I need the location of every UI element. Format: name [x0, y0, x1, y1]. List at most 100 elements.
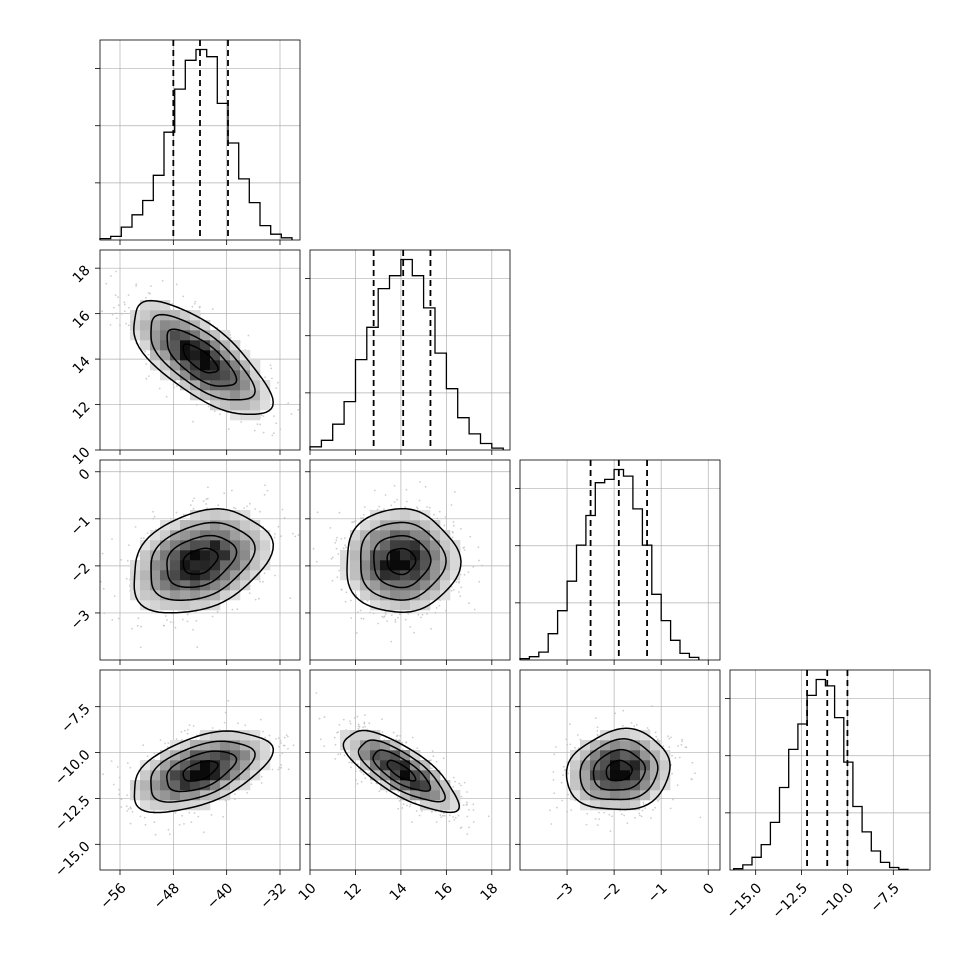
density-block — [160, 560, 171, 571]
density-block — [420, 540, 431, 551]
contour-line — [133, 299, 274, 416]
scatter-point — [381, 731, 384, 733]
scatter-point — [360, 617, 363, 620]
density-block — [220, 540, 231, 551]
density-block — [230, 580, 241, 591]
scatter-point — [480, 564, 483, 567]
density-block — [380, 600, 391, 611]
scatter-point — [350, 766, 352, 769]
scatter-point — [152, 510, 155, 513]
density-block — [260, 390, 271, 401]
density-block — [450, 570, 461, 581]
density-block — [190, 760, 201, 771]
density-block — [190, 740, 201, 751]
scatter-point — [180, 730, 183, 733]
scatter-point — [127, 808, 130, 810]
scatter-point — [438, 510, 441, 513]
contour-line — [386, 547, 417, 576]
scatter-point — [117, 304, 120, 307]
density-block — [170, 370, 181, 381]
density-block — [160, 760, 171, 771]
scatter-point — [125, 805, 128, 807]
scatter-point — [164, 742, 166, 745]
density-block — [370, 590, 381, 601]
density-block — [140, 340, 151, 351]
density-block — [350, 570, 361, 581]
scatter-point — [381, 718, 383, 720]
scatter-point — [362, 517, 364, 519]
scatter-point — [357, 727, 360, 730]
scatter-point — [440, 816, 443, 818]
density-block — [240, 530, 251, 541]
density-block — [450, 550, 461, 561]
scatter-point — [453, 819, 456, 821]
density-block — [390, 520, 401, 531]
scatter-point — [416, 507, 419, 510]
scatter-point — [259, 580, 261, 583]
density-block — [200, 740, 211, 751]
scatter-point — [363, 514, 365, 516]
scatter-point — [443, 814, 446, 817]
scatter-point — [110, 760, 113, 762]
density-block — [250, 760, 261, 771]
density-block — [350, 580, 361, 591]
scatter-point — [115, 270, 117, 273]
density-block — [200, 320, 211, 331]
density-block — [170, 540, 181, 551]
scatter-point — [396, 498, 398, 501]
density-block — [180, 740, 191, 751]
density-block — [360, 590, 371, 601]
density-block — [240, 410, 251, 421]
scatter-point — [418, 814, 421, 817]
scatter-point — [227, 699, 230, 702]
density-block — [230, 520, 241, 531]
scatter-point — [246, 505, 248, 508]
scatter-point — [243, 507, 246, 509]
density-block — [180, 520, 191, 531]
scatter-point — [370, 782, 373, 784]
scatter-point — [260, 775, 263, 778]
scatter-point — [340, 589, 343, 591]
scatter-point — [192, 725, 195, 727]
density-block — [240, 390, 251, 401]
scatter-point — [442, 812, 445, 815]
scatter-point — [205, 498, 208, 500]
density-block — [430, 570, 441, 581]
scatter-point — [172, 621, 175, 623]
scatter-point — [448, 820, 451, 823]
density-block — [190, 390, 201, 401]
marginal-frame-1 — [309, 249, 511, 451]
scatter-point — [117, 617, 120, 620]
scatter-point — [237, 722, 239, 725]
density-block — [200, 570, 211, 581]
density-block — [190, 370, 201, 381]
density-block — [160, 320, 171, 331]
scatter-point — [274, 533, 276, 535]
density-block — [150, 600, 161, 611]
density-block — [400, 550, 411, 561]
density-block — [260, 400, 271, 411]
scatter-point — [335, 547, 338, 550]
scatter-point — [178, 824, 181, 826]
density-block — [140, 780, 151, 791]
density-block — [180, 320, 191, 331]
scatter-point — [459, 595, 462, 597]
scatter-point — [381, 615, 384, 618]
density-block — [140, 550, 151, 561]
scatter-point — [311, 407, 313, 409]
scatter-point — [428, 506, 431, 509]
contour-line — [133, 730, 275, 814]
scatter-point — [337, 753, 339, 756]
scatter-point — [259, 510, 261, 513]
scatter-point — [112, 783, 115, 786]
density-block — [360, 530, 371, 541]
scatter-point — [188, 724, 191, 726]
density-block — [390, 540, 401, 551]
scatter-point — [342, 718, 345, 721]
scatter-point — [131, 627, 133, 630]
scatter-point — [399, 735, 402, 737]
scatter-point — [147, 292, 150, 294]
density-block — [390, 570, 401, 581]
density-block — [390, 530, 401, 541]
